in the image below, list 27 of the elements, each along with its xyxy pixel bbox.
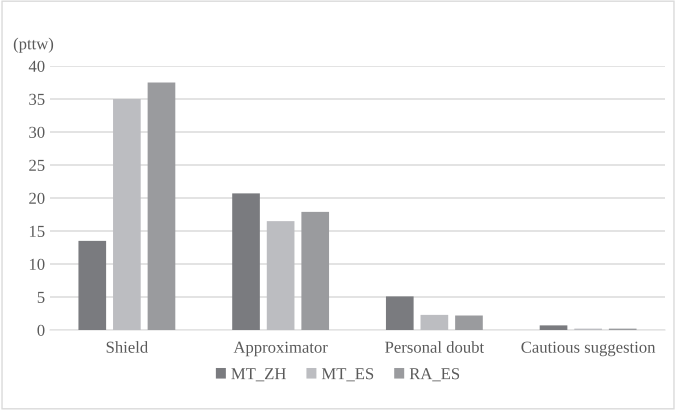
y-tick-label: 30 bbox=[29, 126, 45, 138]
legend-label: RA_ES bbox=[410, 368, 460, 382]
legend-label: MT_ZH bbox=[231, 368, 286, 382]
y-tick-label: 25 bbox=[29, 160, 44, 171]
bar bbox=[420, 314, 448, 330]
y-axis-title: (pttw) bbox=[14, 38, 54, 53]
bar bbox=[232, 193, 260, 330]
bar bbox=[78, 240, 106, 330]
bar bbox=[266, 221, 294, 330]
legend-label: MT_ES bbox=[322, 368, 374, 382]
bar bbox=[455, 315, 483, 330]
y-tick-label: 20 bbox=[29, 192, 45, 204]
x-tick-label: Shield bbox=[106, 341, 148, 353]
bar bbox=[540, 325, 568, 330]
y-tick-label: 10 bbox=[30, 258, 45, 270]
bar bbox=[301, 212, 330, 330]
y-tick-label: 35 bbox=[29, 94, 44, 105]
bar bbox=[113, 99, 141, 330]
x-tick-label: Cautious suggestion bbox=[521, 342, 656, 356]
x-tick-label: Personal doubt bbox=[385, 341, 484, 353]
x-tick-label: Approximator bbox=[234, 342, 328, 356]
y-tick-label: 40 bbox=[28, 60, 45, 72]
y-tick-label: 15 bbox=[30, 226, 44, 237]
y-tick-label: 0 bbox=[37, 324, 45, 336]
bar bbox=[386, 296, 414, 330]
bar bbox=[148, 82, 176, 330]
y-tick-label: 5 bbox=[38, 292, 44, 303]
